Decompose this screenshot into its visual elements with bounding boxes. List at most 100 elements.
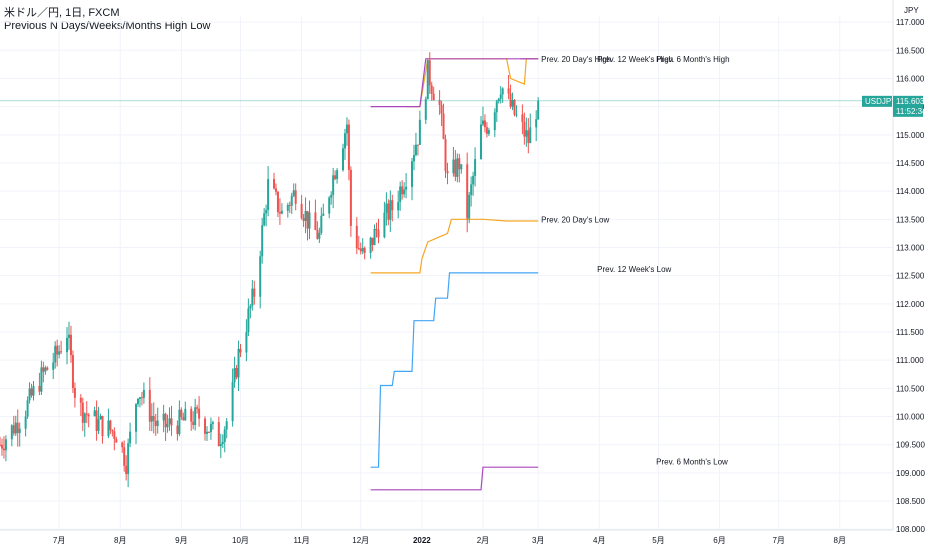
- candle-body: [44, 367, 47, 372]
- reference-line: [370, 466, 539, 491]
- candle-body: [263, 213, 266, 226]
- current-price-badge: USDJPY 115.603 11:52:34: [862, 95, 927, 117]
- candle-body: [391, 200, 394, 211]
- price-tick-label: 116.500: [896, 46, 925, 55]
- candle-body: [359, 248, 362, 252]
- price-tick-label: 112.500: [896, 272, 925, 281]
- candle-body: [306, 210, 309, 229]
- candle-body: [239, 348, 242, 353]
- price-tick-label: 113.500: [896, 215, 925, 224]
- candle-body: [194, 407, 197, 425]
- candle-body: [345, 124, 348, 134]
- candle-body: [164, 413, 167, 428]
- candle-body: [247, 308, 250, 333]
- candle-body: [470, 184, 473, 196]
- candle-body: [371, 237, 374, 245]
- candle-body: [535, 119, 538, 128]
- candle-body: [4, 439, 7, 451]
- reference-line: [370, 218, 539, 274]
- countdown-label: 11:52:34: [896, 107, 927, 116]
- candle-body: [142, 389, 145, 398]
- candle-body: [414, 144, 417, 156]
- price-tick-label: 117.000: [896, 18, 925, 27]
- prev-20-day-high-label: Prev. 20 Day's High: [541, 55, 611, 64]
- candle-body: [99, 416, 102, 420]
- time-tick-label: 2022: [413, 536, 431, 545]
- price-tick-label: 113.000: [896, 243, 925, 252]
- price-tick-label: 114.000: [896, 187, 925, 196]
- candle-body: [26, 400, 29, 417]
- candle-body: [438, 100, 441, 106]
- candle-body: [69, 334, 72, 356]
- candle-body: [292, 190, 295, 196]
- prev-12-week-low-label: Prev. 12 Week's Low: [597, 265, 671, 274]
- candle-body: [225, 421, 228, 430]
- candle-body: [38, 385, 41, 392]
- candle-body: [497, 98, 500, 102]
- candle-body: [401, 186, 404, 195]
- candle-body: [290, 195, 293, 206]
- candle-body: [129, 431, 132, 444]
- price-tick-label: 108.000: [896, 525, 925, 534]
- candle-body: [332, 175, 335, 195]
- candle-body: [280, 210, 283, 214]
- candle-body: [334, 175, 337, 180]
- candle-body: [166, 423, 169, 428]
- candle-body: [42, 367, 45, 372]
- candle-body: [170, 418, 173, 426]
- candle-body: [267, 179, 270, 210]
- time-tick-label: 8月: [834, 536, 846, 545]
- candle-body: [456, 158, 459, 177]
- candle-body: [113, 431, 116, 440]
- candle-body: [180, 409, 183, 418]
- candle-body: [184, 408, 187, 421]
- candle-body: [304, 210, 307, 221]
- candle-body: [416, 144, 419, 146]
- candle-body: [499, 94, 502, 99]
- candle-body: [481, 120, 484, 125]
- candle-body: [54, 345, 57, 363]
- candle-body: [507, 88, 510, 94]
- candle-body: [182, 417, 185, 421]
- candle-body: [511, 100, 514, 107]
- candle-body: [330, 194, 333, 198]
- candle-body: [205, 431, 208, 434]
- candle-body: [397, 201, 400, 211]
- candle-body: [426, 60, 429, 100]
- candle-body: [424, 99, 427, 120]
- candle-body: [276, 191, 279, 213]
- candle-body: [30, 388, 33, 396]
- candles: [0, 52, 540, 488]
- time-tick-label: 4月: [593, 536, 605, 545]
- candle-body: [245, 332, 248, 353]
- prev-6-month-high-label: Prev. 6 Month's High: [656, 55, 729, 64]
- reference-line: [370, 272, 539, 468]
- candle-body: [211, 422, 214, 424]
- candle-body: [138, 397, 141, 399]
- time-axis[interactable]: 7月 8月 9月 10月 11月 12月 2022 2月 3月 4月 5月 6月 7月 8月: [0, 529, 893, 545]
- candle-body: [472, 175, 475, 185]
- candle-body: [253, 288, 256, 297]
- candle-body: [509, 93, 512, 107]
- price-axis[interactable]: 117.000116.500116.000115.500115.000114.5…: [896, 18, 925, 534]
- candle-body: [377, 229, 380, 238]
- candle-body: [81, 402, 84, 423]
- currency-label: JPY: [904, 6, 919, 15]
- price-tick-label: 109.500: [896, 441, 925, 450]
- candle-body: [328, 197, 331, 214]
- candle-body: [259, 256, 262, 297]
- candle-body: [192, 421, 195, 425]
- time-tick-label: 6月: [713, 536, 725, 545]
- candle-body: [383, 212, 386, 238]
- candle-body: [178, 409, 181, 435]
- candle-body: [294, 190, 297, 204]
- candle-body: [523, 121, 526, 137]
- candle-body: [121, 442, 124, 448]
- candle-body: [32, 385, 35, 396]
- candle-body: [71, 355, 74, 389]
- candle-body: [412, 155, 415, 162]
- candle-body: [495, 101, 498, 113]
- candle-body: [399, 186, 402, 202]
- candle-body: [265, 209, 268, 214]
